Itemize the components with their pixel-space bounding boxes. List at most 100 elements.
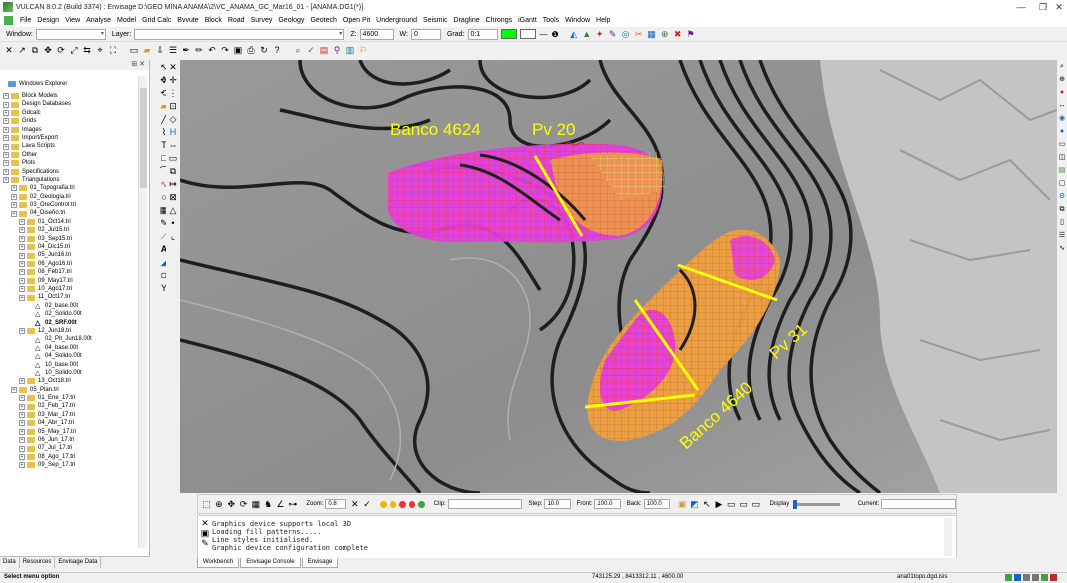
expand-toggle-icon[interactable]: + [19, 412, 25, 419]
label-icon[interactable]: A [160, 244, 168, 254]
measure-icon[interactable]: ⟋ [160, 231, 168, 241]
menu-underground[interactable]: Underground [376, 17, 418, 24]
layer-combo[interactable]: ▾ [134, 28, 345, 40]
expand-toggle-icon[interactable]: + [3, 118, 9, 125]
expand-toggle-icon[interactable]: + [3, 101, 9, 108]
window-icon[interactable]: ▭ [727, 499, 736, 509]
menu-grid-calc[interactable]: Grid Calc [142, 17, 172, 24]
new-icon[interactable]: ▭ [129, 45, 139, 55]
window-icon[interactable]: ▭ [739, 499, 748, 509]
expand-toggle-icon[interactable]: + [19, 403, 25, 410]
text-icon[interactable]: T [161, 140, 167, 150]
report-icon[interactable]: ▤ [319, 45, 329, 55]
tree-item[interactable]: +01_Ene_17.tri [3, 394, 135, 402]
move-icon[interactable]: ✥ [44, 45, 52, 55]
flag-tool-icon[interactable]: ⚑ [686, 29, 695, 39]
expand-toggle-icon[interactable]: + [3, 109, 9, 116]
undo-icon[interactable]: ↶ [208, 45, 216, 55]
close-icon[interactable]: ✕ [201, 518, 209, 528]
angle-icon[interactable]: ∠ [276, 499, 285, 509]
expand-toggle-icon[interactable]: + [19, 420, 25, 427]
crosshair-icon[interactable]: ✛ [169, 75, 177, 85]
tree-item[interactable]: +03_Sep15.tri [3, 235, 135, 243]
design-viewport[interactable]: Banco 4624 Pv 20 Banco 4640 Pv 31 [180, 60, 1057, 493]
menu-open-pit[interactable]: Open Pit [342, 17, 371, 24]
snap-point-icon[interactable]: ⋮ [168, 88, 178, 98]
triangle-tool-icon[interactable]: ◭ [570, 29, 578, 39]
corner-icon[interactable]: ⌞ [170, 231, 176, 241]
surface-tool-icon[interactable]: ▲ [582, 29, 592, 39]
tree-item[interactable]: △ 04_Solido.00t [3, 352, 135, 360]
arrows-icon[interactable]: ↔ [1058, 102, 1066, 109]
zoom-extents-icon[interactable]: ⛶ [109, 45, 117, 55]
y-axis-icon[interactable]: Y [160, 283, 167, 293]
close-panel-icon[interactable]: ✕ [5, 45, 13, 55]
node-icon[interactable]: ⊡ [169, 101, 177, 111]
globe-icon[interactable]: ◉ [1058, 115, 1066, 122]
color-swatch-white[interactable] [519, 29, 536, 39]
tree-item[interactable]: +09_Sep_17.tri [3, 461, 135, 469]
play-icon[interactable]: ▶ [715, 499, 723, 509]
expand-toggle-icon[interactable]: + [3, 93, 9, 100]
tree-item[interactable]: + Gdcalc [3, 109, 135, 117]
menu-model[interactable]: Model [117, 17, 137, 24]
red-dot-icon[interactable] [399, 500, 406, 508]
explorer-tab-resources[interactable]: Resources [20, 557, 56, 568]
tree-item[interactable]: + Images [3, 126, 135, 134]
green-dot-icon[interactable] [418, 500, 425, 508]
apply-icon[interactable]: ✓ [363, 499, 371, 509]
tree-item[interactable]: △ 02_Pit_Jun18.00t [3, 335, 135, 343]
brush-icon[interactable]: ✎ [160, 218, 168, 228]
wave-icon[interactable]: ∿ [1059, 245, 1065, 252]
frame-icon[interactable]: ▭ [168, 153, 178, 163]
w-input[interactable]: 0 [410, 28, 441, 40]
menu-tools[interactable]: Tools [542, 17, 560, 24]
expand-toggle-icon[interactable] [27, 345, 33, 351]
folder-icon[interactable]: ▰ [160, 101, 168, 111]
pencil-icon[interactable]: ✏ [195, 45, 203, 55]
settings-icon[interactable]: ⚙ [1058, 193, 1066, 200]
tag-icon[interactable]: ⚐ [358, 45, 368, 55]
search-icon[interactable]: ⌕ [1060, 63, 1064, 70]
pointer-icon[interactable]: ↖ [160, 62, 168, 72]
tree-item[interactable]: +05_Jun16.tri [3, 251, 135, 259]
copy-object-icon[interactable]: ⧉ [169, 166, 177, 176]
menu-igantt[interactable]: iGantt [518, 17, 537, 24]
tree-item[interactable]: △ 02_base.00t [3, 302, 135, 310]
zoom-icon[interactable]: ⊕ [1059, 76, 1065, 83]
rotate-icon[interactable]: ⟳ [57, 45, 65, 55]
tree-item[interactable]: +08_Feb17.tri [3, 268, 135, 276]
import-icon[interactable]: ⇩ [156, 45, 164, 55]
menu-chrongs[interactable]: Chrongs [485, 17, 513, 24]
expand-toggle-icon[interactable]: + [11, 185, 17, 192]
snap-icon[interactable]: ⌖ [97, 45, 103, 55]
tree-item[interactable]: + Specifications [3, 168, 135, 176]
step-input[interactable]: 10.0 [544, 499, 571, 509]
save-icon[interactable]: ▣ [233, 45, 243, 55]
scale-bar-icon[interactable]: ⊶ [288, 499, 298, 509]
menu-help[interactable]: Help [596, 17, 611, 24]
expand-toggle-icon[interactable]: + [11, 386, 17, 393]
expand-toggle-icon[interactable]: + [19, 294, 25, 301]
height-icon[interactable]: H [169, 127, 177, 137]
refresh-icon[interactable]: ↻ [260, 45, 268, 55]
status-icon[interactable] [1032, 574, 1039, 581]
expand-toggle-icon[interactable]: + [19, 437, 25, 444]
expand-toggle-icon[interactable] [27, 320, 33, 326]
current-combo[interactable] [881, 499, 957, 509]
line-style-icon[interactable]: — [539, 29, 548, 39]
expand-toggle-icon[interactable]: + [3, 126, 9, 133]
fill-icon[interactable]: ◢ [160, 257, 168, 267]
console-scrollbar[interactable] [944, 518, 952, 556]
tree-item[interactable]: △ 10_Solido.00t [3, 369, 135, 377]
cursor-icon[interactable]: ↖ [702, 499, 711, 509]
print-icon[interactable]: ⎙ [247, 45, 255, 55]
attribute-icon[interactable]: ✓ [307, 45, 315, 55]
list-icon[interactable]: ☰ [1058, 232, 1066, 239]
expand-toggle-icon[interactable]: + [19, 395, 25, 402]
delete-tool-icon[interactable]: ✖ [673, 29, 682, 39]
split-icon[interactable]: ⇔ [168, 140, 178, 150]
expand-toggle-icon[interactable]: + [19, 462, 25, 469]
zoom-fit-icon[interactable]: ◩ [690, 499, 699, 509]
pan-icon[interactable]: ✥ [160, 75, 168, 85]
